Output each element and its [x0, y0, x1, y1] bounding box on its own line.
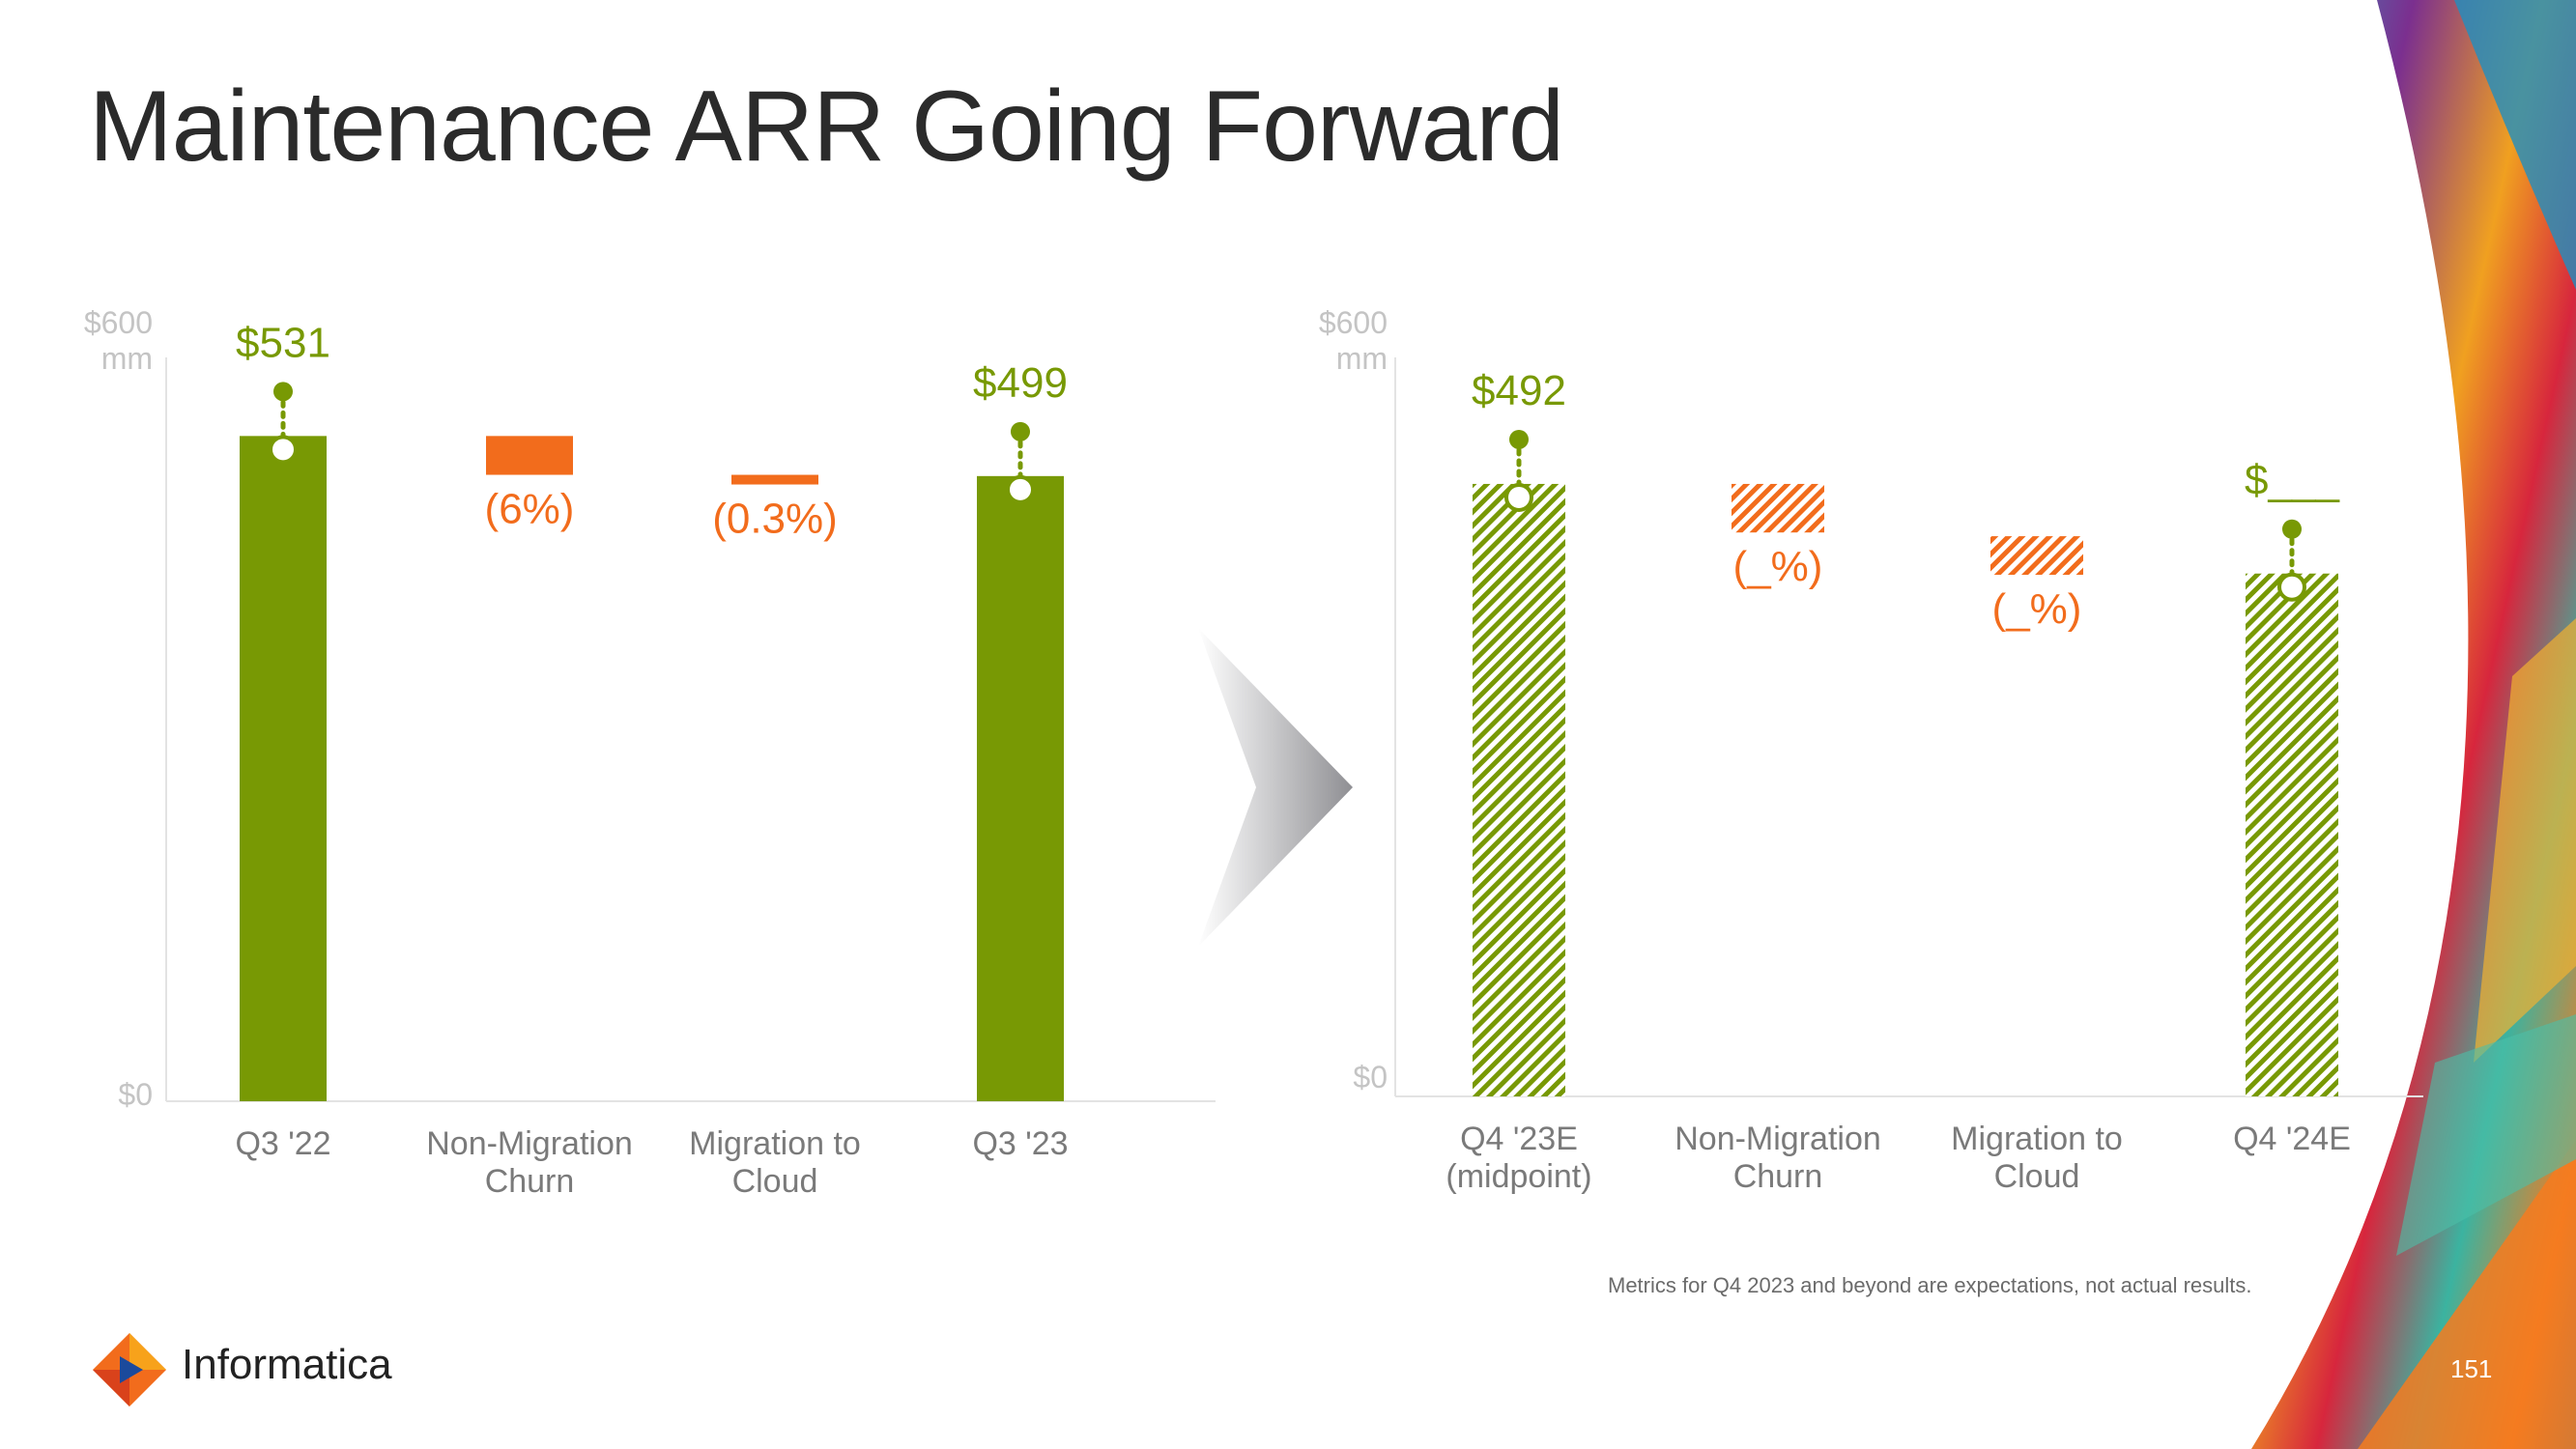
- slide-title: Maintenance ARR Going Forward: [89, 71, 1564, 183]
- page-number: 151: [2450, 1354, 2493, 1383]
- value-marker-dot: [1011, 421, 1030, 441]
- bar-decrease: [731, 474, 818, 485]
- data-label-total: $499: [973, 359, 1068, 407]
- x-tick-label: Migration to Cloud: [689, 1125, 861, 1200]
- data-label-total: $___: [2245, 457, 2339, 504]
- x-tick-label: Non-Migration Churn: [1674, 1121, 1881, 1195]
- x-tick-label: Q4 '23E (midpoint): [1445, 1121, 1591, 1195]
- value-marker-dot: [1509, 429, 1529, 449]
- x-tick-label: Q3 '22: [235, 1125, 330, 1162]
- footnote: Metrics for Q4 2023 and beyond are expec…: [1608, 1273, 2252, 1297]
- brand-name: Informatica: [182, 1341, 392, 1388]
- x-tick-label: Migration to Cloud: [1951, 1121, 2123, 1195]
- data-label-decrease: (_%): [1733, 543, 1823, 590]
- data-label-decrease: (_%): [1992, 585, 2082, 633]
- data-label-total: $492: [1472, 367, 1566, 414]
- bar-decrease: [1732, 483, 1824, 533]
- value-marker-dot: [273, 382, 293, 402]
- y-axis-zero-label: $0: [1353, 1060, 1388, 1094]
- y-axis-zero-label: $0: [118, 1077, 153, 1112]
- x-tick-label: Q4 '24E: [2233, 1121, 2351, 1157]
- data-label-decrease: (0.3%): [712, 496, 838, 543]
- value-marker-dot: [2282, 519, 2302, 539]
- value-marker-ring: [1006, 474, 1035, 504]
- bar-decrease: [486, 436, 573, 475]
- bar-decrease: [1990, 536, 2083, 576]
- data-label-decrease: (6%): [485, 486, 575, 533]
- bar-total: [2246, 573, 2338, 1096]
- bar-total: [240, 436, 327, 1101]
- data-label-total: $531: [236, 319, 330, 366]
- informatica-logo-icon: [93, 1333, 166, 1406]
- chevron-arrow-icon: [1198, 628, 1353, 947]
- x-tick-label: Q3 '23: [972, 1125, 1068, 1162]
- value-marker-ring: [2277, 572, 2306, 602]
- value-marker-ring: [1504, 482, 1533, 512]
- x-tick-label: Non-Migration Churn: [426, 1125, 633, 1200]
- y-axis-top-label: $600 mm: [1319, 305, 1388, 376]
- y-axis-top-label: $600 mm: [84, 305, 153, 376]
- bar-total: [1473, 483, 1565, 1096]
- value-marker-ring: [269, 435, 298, 465]
- bar-total: [977, 475, 1064, 1101]
